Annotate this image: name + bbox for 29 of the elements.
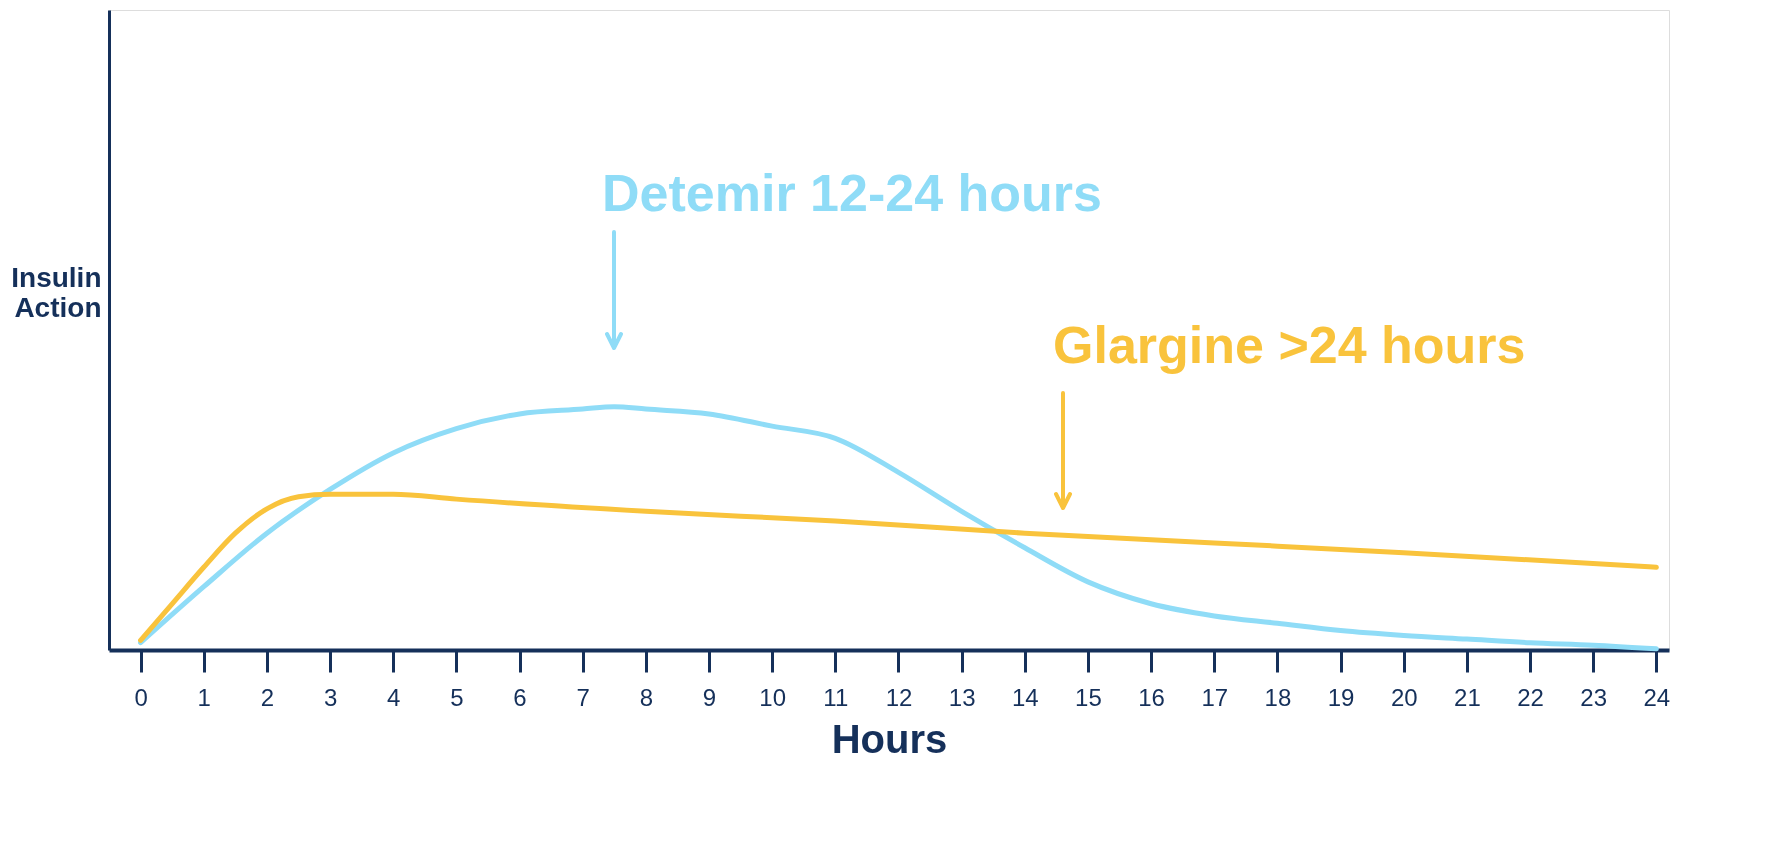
x-tick-label: 17: [1201, 683, 1229, 711]
x-tick-label: 12: [885, 683, 913, 711]
x-tick-label: 19: [1327, 683, 1355, 711]
x-tick-label: 15: [1075, 683, 1102, 711]
x-tick-label: 11: [823, 683, 849, 711]
x-tick-label: 18: [1264, 683, 1292, 711]
x-tick-label: 10: [759, 683, 787, 711]
x-tick-label: 16: [1138, 683, 1165, 711]
text: Detemir 12-24 hours: [602, 164, 1102, 222]
x-tick-label: 22: [1517, 683, 1544, 711]
x-axis-title: Hours: [831, 716, 948, 761]
x-tick-label: 9: [702, 683, 717, 711]
text: Glargine >24 hours: [1053, 316, 1526, 374]
x-tick-label: 23: [1580, 683, 1608, 711]
x-tick-label: 21: [1454, 683, 1481, 711]
x-tick-label: 3: [323, 683, 338, 711]
y-axis-title: Insulin Action: [11, 262, 102, 324]
x-tick-label: 0: [134, 683, 148, 711]
x-tick-label: 8: [639, 683, 654, 711]
x-tick-label: 1: [197, 683, 211, 711]
x-tick-label: 13: [948, 683, 976, 711]
x-tick-label: 24: [1643, 683, 1671, 711]
x-tick-label: 2: [260, 683, 275, 711]
x-tick-label: 14: [1011, 683, 1039, 711]
x-tick-label: 7: [576, 683, 590, 711]
x-tick-label: 4: [387, 683, 401, 711]
x-tick-label: 6: [513, 683, 527, 711]
x-tick-label: 20: [1390, 683, 1418, 711]
x-tick-label: 5: [450, 683, 464, 711]
